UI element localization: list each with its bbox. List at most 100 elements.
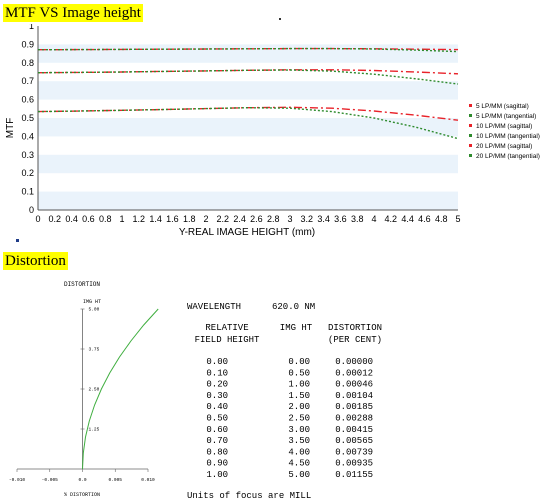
distortion-y-tick-label: 3.75 — [89, 347, 100, 353]
series-line — [37, 47, 459, 51]
x-tick-label: 1.6 — [166, 214, 179, 224]
table-cell: 0.10 — [206, 368, 228, 378]
x-tick-label: 0.4 — [65, 214, 78, 224]
grid-band — [38, 154, 458, 174]
table-cell: 0.30 — [206, 391, 228, 401]
legend-label: 5 LP/MM (tangential) — [476, 113, 536, 120]
x-tick-label: 3.4 — [317, 214, 330, 224]
y-tick-label: 0.9 — [21, 39, 34, 49]
x-tick-label: 1.4 — [149, 214, 162, 224]
table-cell: 4.50 — [288, 459, 310, 469]
y-tick-label: 0.8 — [21, 58, 34, 68]
x-tick-label: 3 — [287, 214, 292, 224]
table-cell: 0.00739 — [335, 447, 373, 457]
legend-label: 20 LP/MM (tangential) — [476, 153, 540, 160]
table-cell: 1.00 — [288, 380, 310, 390]
table-header: (PER CENT) — [328, 335, 382, 345]
x-tick-label: 2.4 — [233, 214, 246, 224]
grid-band — [38, 44, 458, 63]
distortion-x-tick-label: 0.005 — [108, 477, 122, 483]
x-tick-label: 3.8 — [351, 214, 364, 224]
table-cell: 4.00 — [288, 447, 310, 457]
grid-band — [38, 191, 458, 210]
x-tick-label: 2.8 — [267, 214, 280, 224]
x-tick-label: 2.6 — [250, 214, 263, 224]
x-tick-label: 4.8 — [435, 214, 448, 224]
table-cell: 0.00046 — [335, 380, 373, 390]
grid-band — [38, 118, 458, 137]
y-tick-label: 1 — [29, 24, 34, 31]
x-tick-label: 4.6 — [418, 214, 431, 224]
distortion-table: WAVELENGTH 620.0 NM RELATIVE FIELD HEIGHT… — [187, 302, 382, 501]
table-cell: 0.00104 — [335, 391, 373, 401]
x-tick-label: 0.2 — [49, 214, 62, 224]
x-tick-label: 2 — [203, 214, 208, 224]
table-cell: 0.01155 — [335, 470, 373, 480]
table-cell: 2.00 — [288, 402, 310, 412]
y-tick-label: 0.7 — [21, 76, 34, 86]
y-tick-label: 0.1 — [21, 187, 34, 197]
table-header: IMG HT — [280, 323, 313, 333]
distortion-y-tick-label: 1.25 — [89, 427, 100, 433]
y-tick-label: 0.6 — [21, 95, 34, 105]
table-cell: 0.00 — [206, 357, 228, 367]
x-tick-label: 1.8 — [183, 214, 196, 224]
legend-label: 10 LP/MM (tangential) — [476, 133, 540, 140]
x-tick-label: 3.2 — [301, 214, 314, 224]
x-tick-label: 2.2 — [217, 214, 230, 224]
table-cell: 5.00 — [288, 470, 310, 480]
table-cell: 0.00415 — [335, 425, 373, 435]
table-cell: 3.00 — [288, 425, 310, 435]
table-cell: 0.00185 — [335, 402, 373, 412]
x-tick-label: 1 — [119, 214, 124, 224]
table-header: FIELD HEIGHT — [195, 335, 260, 345]
x-tick-label: 0.8 — [99, 214, 112, 224]
distortion-chart: DISTORTION IMG HT % DISTORTION -0.010 -0.… — [9, 281, 159, 498]
table-cell: 0.50 — [288, 368, 310, 378]
table-cell: 0.00565 — [335, 436, 373, 446]
mtf-section-heading: MTF VS Image height — [3, 4, 143, 22]
distortion-y-tick-label: 5.00 — [89, 307, 100, 313]
y-tick-label: 0.2 — [21, 168, 34, 178]
legend-label: 10 LP/MM (sagittal) — [476, 123, 532, 130]
legend-swatch — [469, 154, 472, 157]
table-cell: 0.90 — [206, 459, 228, 469]
distortion-chart-title: DISTORTION — [64, 281, 100, 288]
distortion-curve — [82, 308, 159, 470]
focus-units-note: Units of focus are MILL — [187, 491, 311, 501]
y-tick-label: 0.3 — [21, 150, 34, 160]
distortion-x-tick-label: 0.010 — [141, 477, 155, 483]
table-cell: 3.50 — [288, 436, 310, 446]
table-cell: 0.00 — [288, 357, 310, 367]
mtf-chart: 00.10.20.30.40.50.60.70.80.910 0.2 0.4 0.6 0… — [5, 24, 540, 238]
table-cell: 0.20 — [206, 380, 228, 390]
table-cell: 0.60 — [206, 425, 228, 435]
distortion-x-tick-label: -0.010 — [9, 477, 26, 483]
table-cell: 1.00 — [206, 470, 228, 480]
table-cell: 0.40 — [206, 402, 228, 412]
table-cell: 0.00288 — [335, 414, 373, 424]
y-tick-label: 0.5 — [21, 113, 34, 123]
series-line — [37, 106, 459, 121]
distortion-x-axis-label: % DISTORTION — [64, 492, 100, 498]
x-tick-label: 0.6 — [82, 214, 95, 224]
distortion-section-heading: Distortion — [3, 252, 68, 270]
table-cell: 0.80 — [206, 447, 228, 457]
distortion-y-tick-label: 2.50 — [89, 387, 100, 393]
x-tick-label: 3.6 — [334, 214, 347, 224]
table-header: RELATIVE — [205, 323, 248, 333]
mtf-x-axis-label: Y-REAL IMAGE HEIGHT (mm) — [179, 227, 315, 238]
mtf-y-axis-label: MTF — [5, 118, 16, 139]
distortion-x-tick-label: 0.0 — [78, 477, 86, 483]
table-cell: 0.00012 — [335, 368, 373, 378]
table-cell: 0.00935 — [335, 459, 373, 469]
x-tick-label: 4 — [371, 214, 376, 224]
grid-band — [38, 81, 458, 100]
legend-label: 20 LP/MM (sagittal) — [476, 143, 532, 150]
table-cell: 2.50 — [288, 414, 310, 424]
table-cell: 0.00000 — [335, 357, 373, 367]
legend-label: 5 LP/MM (sagittal) — [476, 103, 529, 110]
legend-swatch — [469, 134, 472, 137]
legend-swatch — [469, 114, 472, 117]
legend-swatch — [469, 144, 472, 147]
